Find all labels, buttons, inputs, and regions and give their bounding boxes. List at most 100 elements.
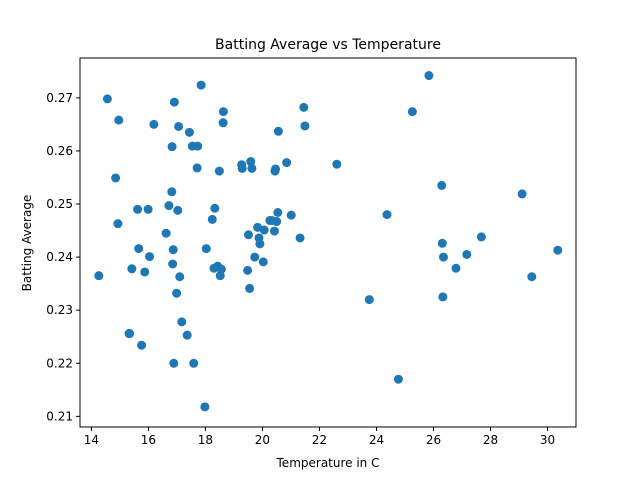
data-point <box>167 142 177 152</box>
data-point <box>177 317 187 327</box>
data-point <box>173 205 183 215</box>
data-point <box>250 252 260 262</box>
data-point <box>476 232 486 242</box>
data-point <box>272 217 282 227</box>
data-point <box>167 187 177 197</box>
data-point <box>438 252 448 262</box>
data-point <box>207 214 217 224</box>
x-tick-label: 28 <box>483 433 498 447</box>
data-point <box>282 158 292 168</box>
data-point <box>462 249 472 259</box>
data-point <box>517 189 527 199</box>
y-axis-label: Batting Average <box>20 195 34 292</box>
data-point <box>437 180 447 190</box>
x-tick-label: 16 <box>141 433 156 447</box>
data-point <box>300 121 310 131</box>
data-point <box>245 283 255 293</box>
y-tick-label: 0.27 <box>46 91 73 105</box>
data-point <box>273 208 283 217</box>
x-tick-label: 30 <box>540 433 555 447</box>
data-point <box>258 257 268 267</box>
data-point <box>271 164 281 174</box>
data-point <box>182 330 192 340</box>
y-tick-label: 0.26 <box>46 144 73 158</box>
x-tick-label: 24 <box>369 433 384 447</box>
x-tick-label: 20 <box>255 433 270 447</box>
data-point <box>243 265 253 275</box>
data-point <box>438 292 448 302</box>
data-point <box>193 141 203 151</box>
data-point <box>192 163 202 173</box>
y-tick-label: 0.23 <box>46 303 73 317</box>
data-point <box>125 329 135 339</box>
data-point <box>273 126 283 136</box>
data-point <box>382 210 392 220</box>
data-point <box>424 71 434 81</box>
data-point <box>237 163 247 173</box>
data-point <box>200 402 210 412</box>
data-point <box>102 94 112 104</box>
data-point <box>164 201 174 211</box>
data-point <box>169 97 179 107</box>
data-point <box>140 267 150 277</box>
data-point <box>196 80 206 90</box>
data-point <box>143 204 153 214</box>
data-point <box>189 358 199 368</box>
data-point <box>111 173 121 183</box>
data-point <box>149 119 159 129</box>
data-point <box>145 252 155 262</box>
data-point <box>210 203 220 213</box>
data-point <box>332 159 342 169</box>
data-point <box>214 166 224 176</box>
data-point <box>393 374 403 384</box>
data-point <box>133 204 143 214</box>
x-axis-label: Temperature in C <box>276 456 380 470</box>
data-point <box>527 272 537 282</box>
y-tick-label: 0.22 <box>46 356 73 370</box>
data-point <box>168 259 178 269</box>
x-axis-ticks: 14 16 18 20 22 24 26 28 30 <box>84 427 555 447</box>
y-tick-label: 0.24 <box>46 250 73 264</box>
data-point <box>184 127 194 137</box>
data-point <box>137 340 147 350</box>
data-point <box>216 264 226 274</box>
y-tick-label: 0.21 <box>46 409 73 423</box>
data-point <box>169 358 179 368</box>
plot-area-frame <box>79 57 577 428</box>
data-point <box>175 272 185 282</box>
data-point <box>553 245 563 255</box>
data-point <box>243 230 253 240</box>
data-point <box>364 295 374 305</box>
x-tick-label: 18 <box>198 433 213 447</box>
data-point <box>299 102 309 112</box>
y-axis-ticks: 0.21 0.22 0.23 0.24 0.25 0.26 0.27 <box>46 91 80 423</box>
data-point <box>127 264 137 274</box>
data-point <box>407 107 417 117</box>
data-point <box>295 233 305 243</box>
x-tick-label: 14 <box>84 433 99 447</box>
data-point <box>161 228 171 238</box>
data-point <box>172 288 182 298</box>
y-tick-label: 0.25 <box>46 197 73 211</box>
data-point <box>255 239 265 249</box>
data-point <box>174 121 184 131</box>
data-point <box>246 157 256 167</box>
data-point <box>451 263 461 273</box>
data-point <box>134 244 144 254</box>
data-point <box>269 226 279 236</box>
data-point <box>168 245 178 255</box>
data-point <box>113 219 123 229</box>
data-point <box>259 225 269 235</box>
chart-title: Batting Average vs Temperature <box>215 37 441 53</box>
data-point <box>114 115 124 125</box>
data-point <box>94 271 104 281</box>
x-tick-label: 22 <box>312 433 327 447</box>
data-point <box>437 238 447 248</box>
data-point <box>201 244 211 254</box>
data-point <box>247 163 257 173</box>
data-point <box>218 107 228 117</box>
data-point <box>286 210 296 220</box>
data-points <box>94 71 563 412</box>
